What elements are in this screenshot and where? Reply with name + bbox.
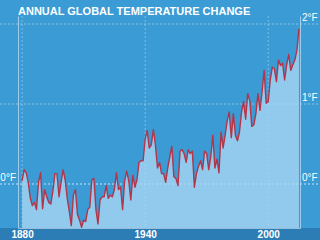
grid — [0, 16, 320, 228]
tick-label: 2°F — [302, 12, 318, 23]
tick: 2°F — [300, 12, 318, 25]
tick: 1940 — [135, 228, 158, 240]
axis-line — [300, 17, 301, 229]
tick: 1°F — [300, 92, 318, 105]
background — [0, 0, 320, 240]
tick: 0°F — [300, 172, 318, 185]
y-axis: 0°F — [0, 17, 18, 229]
axis-line — [18, 17, 19, 229]
plot-area — [22, 29, 299, 228]
tick-label: 1940 — [135, 229, 158, 240]
tick: 2000 — [258, 228, 281, 240]
tick-label: 1880 — [11, 229, 34, 240]
chart-svg: 1880 1940 2000 0°F 0°F 1°F 2°F ANNUAL GLOBAL TE… — [0, 0, 320, 240]
tick-label: 0°F — [0, 172, 16, 183]
bottom-band — [0, 228, 320, 240]
tick-label: 2000 — [258, 229, 281, 240]
x-axis: 1880 1940 2000 — [11, 228, 300, 240]
tick-label: 0°F — [302, 172, 318, 183]
y2-axis: 0°F 1°F 2°F — [300, 12, 318, 229]
chart-title: ANNUAL GLOBAL TEMPERATURE CHANGE — [18, 5, 250, 17]
tick: 1880 — [11, 228, 34, 240]
tick: 0°F — [0, 172, 18, 185]
grid-line-y — [0, 24, 320, 25]
chart-container: 1880 1940 2000 0°F 0°F 1°F 2°F ANNUAL GLOBAL TE… — [0, 0, 320, 240]
tick-label: 1°F — [302, 92, 318, 103]
area-fill — [22, 29, 299, 228]
data-line — [22, 29, 299, 227]
